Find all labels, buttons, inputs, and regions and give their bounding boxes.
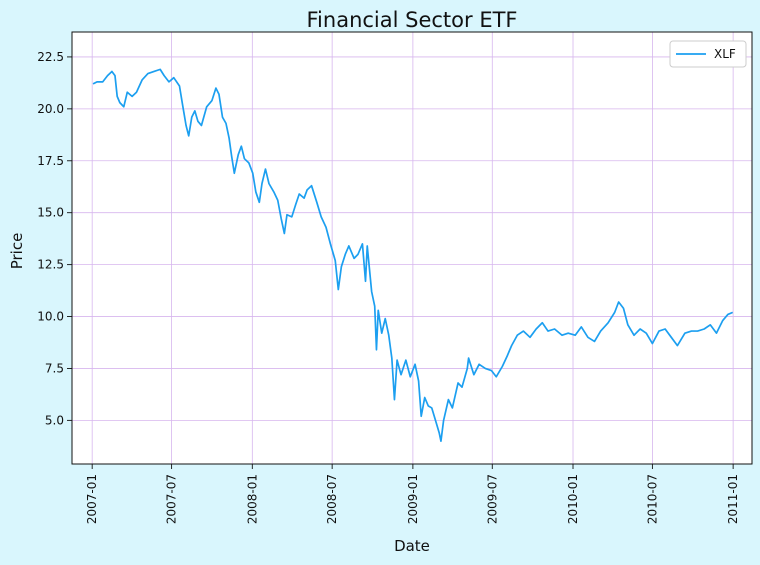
series-line-xlf	[92, 68, 734, 442]
legend: XLF	[669, 40, 747, 68]
grid	[72, 32, 752, 464]
chart-title: Financial Sector ETF	[307, 8, 518, 32]
y-tick-label: 22.5	[37, 50, 64, 64]
x-tick-label: 2007-07	[165, 474, 179, 524]
x-tick-label: 2010-07	[645, 474, 659, 524]
y-tick-label: 5.0	[45, 413, 64, 427]
y-tick-label: 15.0	[37, 206, 64, 220]
x-tick-label: 2010-01	[566, 474, 580, 524]
x-tick-label: 2008-01	[245, 474, 259, 524]
y-tick-label: 20.0	[37, 102, 64, 116]
plot-frame	[71, 31, 753, 465]
y-tick-label: 10.0	[37, 310, 64, 324]
y-axis: 5.0 7.5 10.0 12.5 15.0 17.5 20.0 22.5	[37, 50, 72, 427]
plot-background	[72, 32, 752, 464]
x-axis-title: Date	[394, 537, 430, 555]
y-tick-label: 17.5	[37, 154, 64, 168]
legend-box	[669, 40, 747, 68]
x-tick-label: 2009-07	[485, 474, 499, 524]
y-axis-title: Price	[8, 233, 26, 270]
x-tick-label: 2009-01	[406, 474, 420, 524]
x-tick-label: 2008-07	[325, 474, 339, 524]
x-tick-label: 2007-01	[85, 474, 99, 524]
x-axis: 2007-01 2007-07 2008-01 2008-07 2009-01 2009-…	[85, 464, 740, 524]
legend-label-xlf: XLF	[714, 47, 736, 61]
x-tick-label: 2011-01	[726, 474, 740, 524]
y-tick-label: 7.5	[45, 361, 64, 375]
y-tick-label: 12.5	[37, 258, 64, 272]
